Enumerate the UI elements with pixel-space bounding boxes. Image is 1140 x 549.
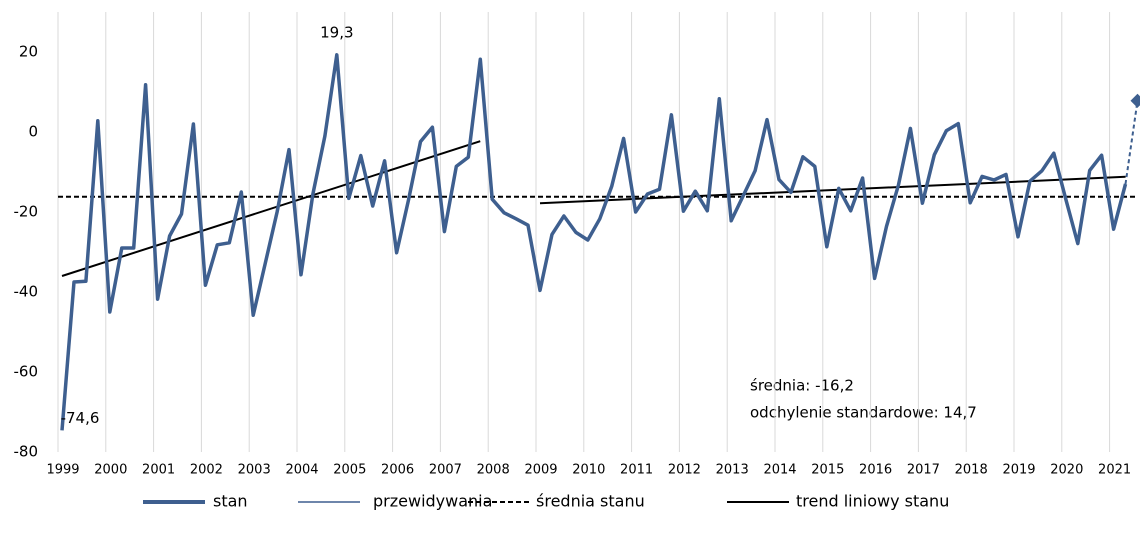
- x-tick-label: 2015: [811, 463, 844, 478]
- x-tick-label: 2011: [620, 463, 653, 478]
- legend-label: trend liniowy stanu: [796, 492, 949, 511]
- x-tick-label: 2021: [1098, 463, 1131, 478]
- x-tick-label: 2009: [524, 463, 557, 478]
- y-tick-label: -60: [14, 363, 39, 381]
- data-label: 19,3: [320, 23, 353, 41]
- x-tick-label: 2010: [572, 463, 605, 478]
- legend-label: przewidywania: [373, 492, 492, 511]
- x-tick-label: 2003: [238, 463, 271, 478]
- forecast-line: [1126, 101, 1138, 184]
- x-tick-label: 2016: [859, 463, 892, 478]
- x-tick-label: 2013: [716, 463, 749, 478]
- y-tick-label: 20: [19, 43, 38, 61]
- legend-label: średnia stanu: [536, 492, 645, 511]
- x-tick-label: 2012: [668, 463, 701, 478]
- y-tick-label: -80: [14, 443, 39, 461]
- x-tick-label: 2008: [477, 463, 510, 478]
- y-tick-label: -40: [14, 283, 39, 301]
- x-tick-label: 2004: [285, 463, 318, 478]
- x-tick-label: 2018: [955, 463, 988, 478]
- x-tick-label: 2006: [381, 463, 414, 478]
- x-tick-label: 2019: [1002, 463, 1035, 478]
- x-tick-label: 2014: [763, 463, 796, 478]
- trend-line: [540, 177, 1126, 203]
- x-tick-label: 1999: [46, 463, 79, 478]
- y-tick-label: -20: [14, 203, 39, 221]
- x-tick-label: 2007: [429, 463, 462, 478]
- x-tick-label: 2002: [190, 463, 223, 478]
- annotation: odchylenie standardowe: 14,7: [750, 404, 977, 422]
- annotation: średnia: -16,2: [750, 377, 854, 395]
- x-tick-label: 2017: [907, 463, 940, 478]
- x-tick-label: 2005: [333, 463, 366, 478]
- x-tick-label: 2001: [142, 463, 175, 478]
- forecast-marker: [1131, 94, 1140, 108]
- data-label: -74,6: [61, 409, 100, 427]
- legend-label: stan: [213, 492, 248, 511]
- y-tick-label: 0: [28, 123, 38, 141]
- x-tick-label: 2020: [1050, 463, 1083, 478]
- x-tick-label: 2000: [94, 463, 127, 478]
